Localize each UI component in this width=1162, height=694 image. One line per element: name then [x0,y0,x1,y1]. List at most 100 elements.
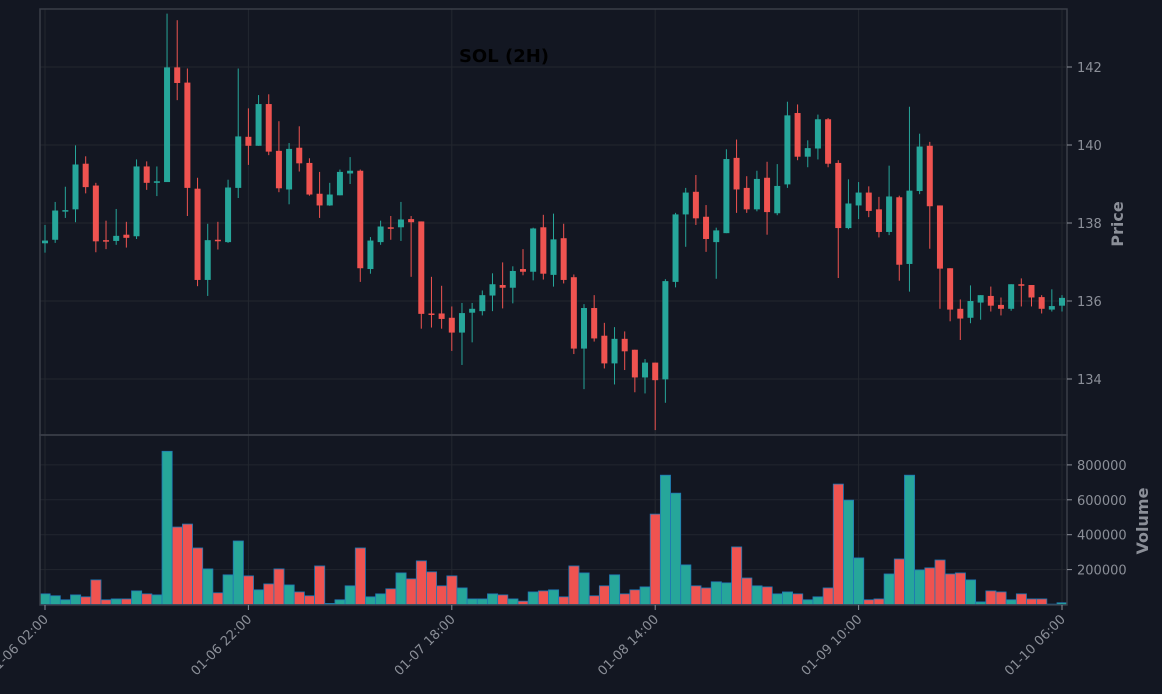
volume-bar [120,598,132,605]
volume-bar [314,565,326,605]
volume-bar [893,558,905,605]
candle-body [52,210,59,240]
volume-tick-label: 600000 [1077,494,1127,509]
candle-body [143,166,150,183]
volume-bar [975,601,987,605]
candle-body [703,216,710,239]
candle-body [438,313,445,319]
volume-bar [588,595,600,605]
volume-bar [436,585,448,605]
volume-bar [609,574,621,605]
volume-bar [283,584,295,605]
volume-bar [690,585,702,605]
volume-bar [924,567,936,605]
volume-bar [965,579,977,605]
volume-bar [568,565,580,605]
volume-tick-label: 200000 [1077,564,1127,579]
candle-body [123,234,130,238]
volume-bar [385,588,397,605]
volume-bar [375,593,387,605]
volume-bar [558,596,570,605]
candles [42,13,1065,431]
volume-bar [1015,593,1027,605]
candle-body [1059,297,1065,306]
candle-body [92,185,99,242]
price-tick-label: 140 [1077,139,1102,154]
volume-bar [415,560,427,605]
candle-body [967,301,974,318]
price-axis-label: Price [1108,201,1127,247]
chart-title: SOL (2H) [459,46,549,67]
volume-bar [110,598,122,605]
candle-body [652,362,659,381]
candle-body [896,197,903,265]
candle-body [306,162,313,195]
volume-bar [487,593,499,605]
candle-body [723,159,730,234]
volume-bar [293,591,305,605]
volume-bar [537,590,549,605]
candle-body [377,226,384,243]
candle-body [662,281,669,380]
volume-bar [863,599,875,605]
candle-body [509,270,516,288]
volume-bar [822,587,834,605]
volume-bar [141,593,153,605]
candle-body [316,193,323,206]
candle-body [733,157,740,190]
candle-body [814,119,821,149]
volume-bar [1036,598,1048,605]
volume-bar [466,598,478,605]
volume-bar [883,573,895,605]
candle-body [418,221,425,314]
candle-body [448,317,455,333]
volume-bar [700,587,712,605]
candle-body [570,277,577,349]
volume-bar [395,572,407,605]
volume-bar [548,589,560,605]
candle-body [82,163,89,188]
candle-body [103,240,110,242]
candle-body [865,192,872,211]
volume-bar [843,499,854,605]
volume-bar [751,585,763,605]
candle-body [62,210,69,212]
candle-body [947,268,954,310]
volume-bar [344,585,356,605]
volume-bar [212,592,224,605]
candle-body [397,219,404,228]
candle-body [886,196,893,232]
candle-body [153,181,160,183]
candle-body [743,187,750,210]
volume-bar [39,593,51,605]
candle-body [42,240,48,244]
candle-body [926,145,933,207]
candle-body [621,338,628,352]
candle-body [174,67,181,83]
candle-body [387,227,394,229]
volume-bar [741,577,753,605]
volume-bar [904,474,916,605]
candle-body [296,147,303,164]
volume-bar [304,595,315,605]
volume-bar [761,586,773,605]
candle-body [194,188,201,280]
volume-bar [812,596,824,605]
price-tick-label: 136 [1077,295,1102,310]
candle-body [906,190,913,264]
volume-bar [517,600,529,605]
volume-bar [161,450,173,605]
volume-bar [659,474,671,605]
volume-bar [365,596,377,605]
volume-bar [598,585,610,605]
price-tick-label: 142 [1077,61,1102,76]
volume-bar [192,547,204,605]
volume-bar [995,591,1007,605]
volume-bar [181,523,193,605]
volume-bar [792,593,804,605]
candle-body [1048,306,1055,310]
volume-bar [263,583,275,605]
candle-body [845,203,852,229]
candle-body [265,104,272,152]
